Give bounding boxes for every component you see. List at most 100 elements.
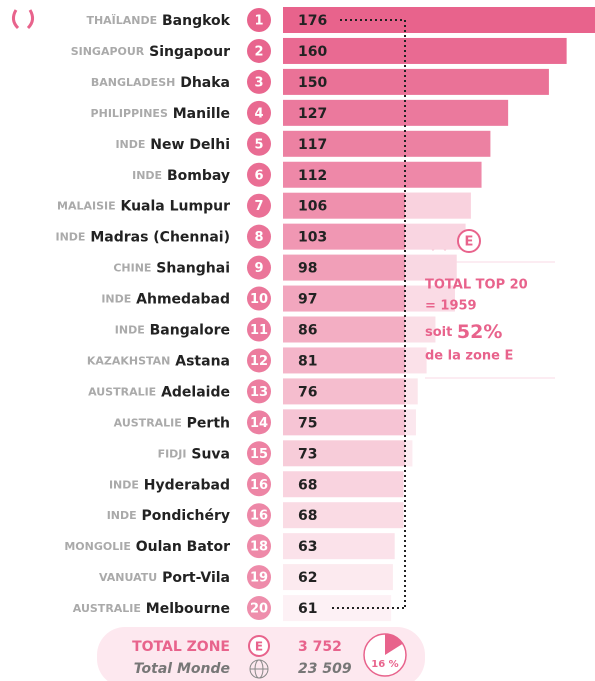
city: Bombay bbox=[167, 168, 230, 184]
value-label: 86 bbox=[298, 323, 317, 339]
country: INDE bbox=[109, 478, 139, 491]
laurel-icon bbox=[11, 9, 35, 30]
city: Astana bbox=[175, 353, 230, 369]
city: Shanghai bbox=[156, 261, 230, 277]
value-label: 176 bbox=[298, 13, 327, 29]
rank-badge bbox=[247, 100, 271, 125]
row-label: KAZAKHSTAN Astana bbox=[87, 353, 230, 369]
row-label: INDE Hyderabad bbox=[109, 477, 230, 493]
row-label: INDE Madras (Chennai) bbox=[56, 230, 231, 246]
bar bbox=[283, 7, 595, 33]
city: Manille bbox=[173, 106, 230, 122]
value-label: 150 bbox=[298, 75, 327, 91]
rank-badge bbox=[247, 193, 271, 218]
panel-text: soit 52% bbox=[425, 321, 502, 343]
value-label: 117 bbox=[298, 137, 327, 153]
bar bbox=[283, 409, 416, 436]
value-label: 112 bbox=[298, 168, 327, 184]
city: Ahmedabad bbox=[136, 292, 230, 308]
rank-badge bbox=[247, 472, 271, 497]
row-label: INDE Bangalore bbox=[115, 323, 230, 339]
country: CHINE bbox=[113, 262, 151, 275]
value-label: 106 bbox=[298, 199, 327, 215]
rank: 11 bbox=[250, 323, 268, 338]
rank-badge bbox=[247, 8, 271, 32]
rank-badge bbox=[247, 348, 271, 373]
rank: 16 bbox=[250, 509, 268, 524]
rank: 4 bbox=[254, 106, 263, 121]
zone-badge bbox=[457, 229, 481, 253]
city: Kuala Lumpur bbox=[120, 199, 230, 215]
rank-badge bbox=[247, 224, 271, 249]
country: AUSTRALIE bbox=[114, 416, 182, 429]
city: Port-Vila bbox=[162, 570, 230, 586]
value-label: 68 bbox=[298, 508, 317, 524]
country: FIDJI bbox=[158, 447, 187, 460]
world-total: 23 509 bbox=[298, 661, 352, 677]
rank-badge bbox=[247, 255, 271, 280]
rank: 6 bbox=[254, 168, 263, 183]
bar bbox=[283, 502, 404, 529]
value-label: 61 bbox=[298, 601, 317, 617]
city: Hyderabad bbox=[144, 477, 230, 493]
row-label: AUSTRALIE Adelaide bbox=[88, 384, 230, 400]
city: Bangalore bbox=[150, 323, 230, 339]
value-label: 98 bbox=[298, 261, 317, 277]
rank: 15 bbox=[250, 447, 268, 462]
row-label: INDE Bombay bbox=[132, 168, 230, 184]
bar bbox=[283, 161, 482, 188]
bar bbox=[283, 347, 427, 374]
country: INDE bbox=[132, 169, 162, 182]
bar bbox=[283, 533, 395, 560]
country: INDE bbox=[101, 293, 131, 306]
country: MONGOLIE bbox=[64, 540, 131, 553]
city: Madras (Chennai) bbox=[90, 230, 230, 246]
rank: 3 bbox=[254, 75, 263, 90]
rank-badge bbox=[247, 596, 271, 621]
rank: 8 bbox=[254, 230, 263, 245]
city: Melbourne bbox=[146, 601, 230, 617]
bar bbox=[283, 564, 393, 591]
rank-badge bbox=[247, 131, 271, 156]
rank-badge bbox=[247, 534, 271, 559]
row-label: PHILIPPINES Manille bbox=[91, 106, 230, 122]
country: AUSTRALIE bbox=[88, 385, 156, 398]
value-label: 63 bbox=[298, 539, 317, 555]
value-label: 76 bbox=[298, 384, 317, 400]
overlay bbox=[405, 192, 595, 467]
value-label: 97 bbox=[298, 292, 317, 308]
country: INDE bbox=[115, 138, 145, 151]
row-label: INDE Ahmedabad bbox=[101, 292, 230, 308]
rank: 18 bbox=[250, 540, 268, 555]
value-label: 103 bbox=[298, 230, 327, 246]
country: PHILIPPINES bbox=[91, 107, 168, 120]
rank: 20 bbox=[250, 602, 268, 617]
city: Perth bbox=[187, 415, 230, 431]
city: Bangkok bbox=[162, 13, 231, 29]
rank-badge bbox=[247, 317, 271, 342]
rank: 10 bbox=[250, 292, 268, 307]
row-label: BANGLADESH Dhaka bbox=[91, 75, 230, 91]
row-label: AUSTRALIE Melbourne bbox=[73, 601, 230, 617]
share: 52% bbox=[457, 321, 502, 343]
rank-badge bbox=[247, 441, 271, 466]
rank-badge bbox=[247, 162, 271, 187]
rank-badge bbox=[247, 38, 271, 63]
city: Dhaka bbox=[180, 75, 230, 91]
rank: 5 bbox=[254, 137, 263, 152]
bar bbox=[283, 378, 418, 405]
row-label: CHINE Shanghai bbox=[113, 261, 230, 277]
city: New Delhi bbox=[150, 137, 230, 153]
row-label: INDE Pondichéry bbox=[107, 508, 230, 524]
value-label: 160 bbox=[298, 44, 327, 60]
country: VANUATU bbox=[99, 571, 157, 584]
bar bbox=[283, 471, 404, 498]
world-label: Total Monde bbox=[134, 661, 230, 677]
row-label: MONGOLIE Oulan Bator bbox=[64, 539, 230, 555]
zone-letter: E bbox=[255, 640, 263, 654]
country: MALAISIE bbox=[57, 200, 116, 213]
city: Adelaide bbox=[161, 384, 230, 400]
city: Singapour bbox=[149, 44, 230, 60]
rank: 19 bbox=[250, 571, 268, 586]
